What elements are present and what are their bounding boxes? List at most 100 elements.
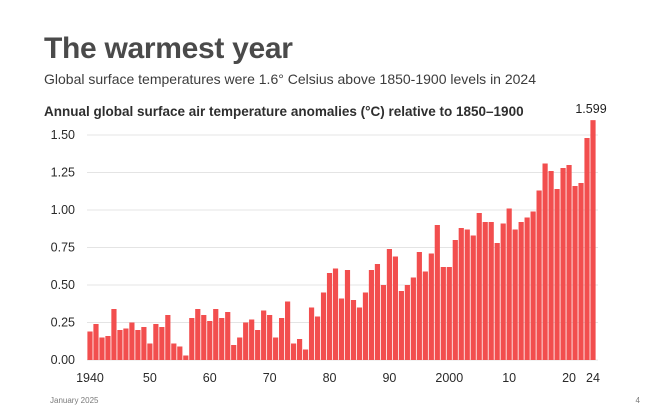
bar-1990 [386, 249, 392, 360]
y-tick-label: 1.50 [51, 128, 75, 142]
bar-2018 [554, 189, 560, 360]
bar-1993 [404, 285, 410, 360]
bar-2023 [584, 138, 590, 360]
bar-1940 [87, 331, 93, 360]
bar-2007 [488, 222, 494, 360]
bar-2020 [566, 165, 572, 360]
bar-2012 [518, 222, 524, 360]
bar-1947 [129, 322, 135, 360]
bar-1952 [159, 327, 165, 360]
annotations: 1.599 [575, 102, 606, 116]
bar-1964 [231, 345, 237, 360]
bar-1946 [123, 328, 129, 360]
bar-1981 [332, 268, 339, 360]
bar-1966 [243, 322, 249, 360]
bar-1975 [296, 339, 303, 360]
bar-2003 [464, 229, 470, 360]
page-number: 4 [635, 396, 640, 405]
bar-1999 [440, 267, 446, 360]
bar-1960 [207, 321, 213, 360]
x-tick-label: 24 [586, 371, 600, 385]
bar-2001 [452, 240, 458, 360]
bar-1965 [237, 337, 243, 360]
bar-1943 [105, 336, 111, 360]
bar-1984 [350, 300, 357, 360]
bar-1962 [219, 318, 225, 360]
bar-1950 [147, 343, 153, 360]
bar-1972 [279, 318, 285, 360]
bar-2019 [560, 168, 566, 360]
bar-1944 [111, 309, 117, 360]
bar-1979 [320, 292, 327, 360]
bar-2004 [470, 235, 476, 360]
bar-1970 [267, 315, 273, 360]
bar-1945 [117, 330, 123, 360]
bar-2011 [512, 229, 518, 360]
bar-1985 [356, 307, 363, 360]
bar-1968 [255, 330, 261, 360]
x-tick-label: 90 [382, 371, 396, 385]
chart-title: Annual global surface air temperature an… [44, 104, 524, 119]
bar-1989 [380, 285, 387, 360]
bar-2013 [524, 217, 530, 360]
bar-1998 [434, 225, 440, 360]
bar-2005 [476, 213, 482, 360]
bar-2006 [482, 222, 488, 360]
bar-1982 [338, 298, 345, 360]
x-tick-label: 50 [143, 371, 157, 385]
bar-1987 [368, 270, 375, 360]
bar-1959 [201, 315, 207, 360]
x-tick-label: 10 [502, 371, 516, 385]
bar-1949 [141, 327, 147, 360]
data-label-2024: 1.599 [575, 102, 606, 116]
bar-2000 [446, 267, 452, 360]
bars [87, 120, 596, 361]
bar-1957 [189, 318, 195, 360]
bar-1948 [135, 330, 141, 360]
bar-1958 [195, 309, 201, 360]
bar-1954 [171, 343, 177, 360]
bar-1953 [165, 315, 171, 360]
bar-1976 [302, 349, 309, 360]
bar-1978 [314, 316, 321, 360]
bar-1997 [428, 253, 434, 360]
slide-subtitle: Global surface temperatures were 1.6° Ce… [44, 71, 536, 87]
bar-2024 [590, 120, 596, 361]
bar-1991 [392, 256, 398, 360]
bar-1974 [291, 343, 297, 360]
y-axis-tick-labels: 0.00 0.25 0.50 0.75 1.00 1.25 1.50 [51, 128, 75, 367]
bar-1977 [308, 307, 315, 360]
x-axis-tick-labels: 1940 50 60 70 80 90 2000 10 20 24 [76, 371, 600, 385]
x-tick-label: 2000 [435, 371, 463, 385]
bar-1992 [398, 291, 404, 360]
bar-2017 [548, 171, 554, 360]
bar-1967 [249, 319, 255, 360]
footer-date: January 2025 [50, 396, 99, 405]
bar-1956 [183, 355, 189, 360]
bar-1942 [99, 337, 105, 360]
bar-1994 [410, 277, 416, 360]
bar-1983 [344, 270, 351, 360]
bar-1973 [285, 301, 291, 360]
bar-2002 [458, 228, 464, 360]
bar-2008 [494, 243, 500, 360]
x-tick-label: 20 [562, 371, 576, 385]
x-tick-label: 80 [323, 371, 337, 385]
bar-1986 [362, 292, 369, 360]
bar-2022 [578, 183, 584, 360]
bar-2015 [536, 190, 542, 360]
bar-1980 [326, 273, 333, 360]
y-tick-label: 0.50 [51, 278, 75, 292]
bar-1995 [416, 252, 422, 360]
y-tick-label: 1.25 [51, 166, 75, 180]
y-tick-label: 0.00 [51, 353, 75, 367]
y-tick-label: 1.00 [51, 203, 75, 217]
bar-2009 [500, 223, 506, 360]
bar-2014 [530, 211, 536, 360]
slide-title: The warmest year [44, 32, 293, 65]
x-tick-label: 1940 [76, 371, 104, 385]
bar-1955 [177, 346, 183, 360]
bar-2010 [506, 208, 512, 360]
bar-1988 [374, 264, 381, 360]
